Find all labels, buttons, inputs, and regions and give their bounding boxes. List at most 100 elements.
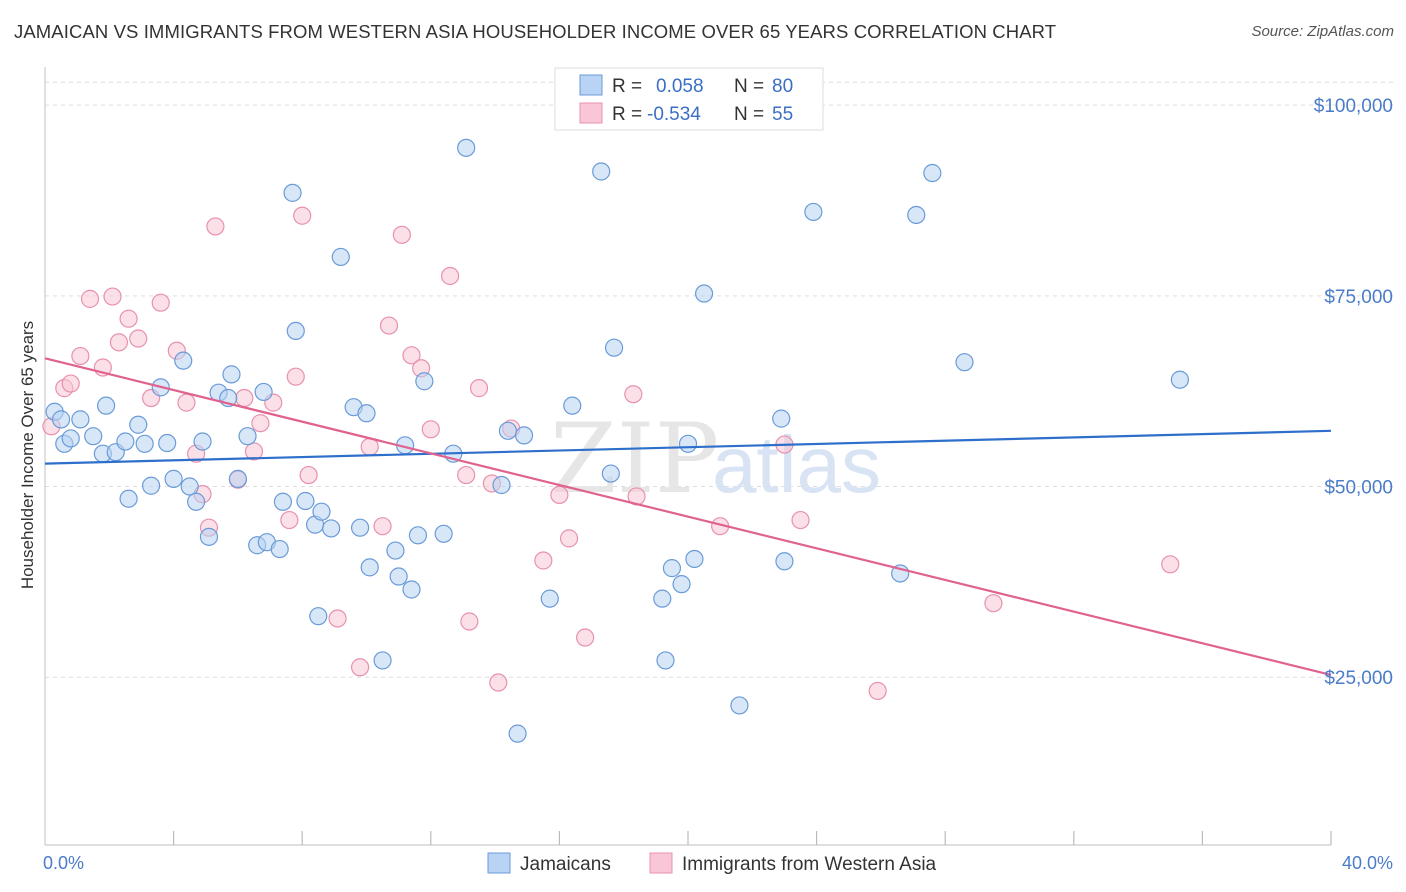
jamaicans-point xyxy=(389,567,408,586)
jamaicans-point xyxy=(408,526,428,545)
western-asia-point xyxy=(576,628,595,647)
trend-lines xyxy=(44,357,1332,676)
bottom-legend-swatch-western-asia xyxy=(649,852,673,874)
jamaicans-point xyxy=(164,469,183,488)
western-asia-point xyxy=(460,612,479,631)
jamaicans-point xyxy=(498,421,518,440)
jamaicans-point xyxy=(360,558,379,577)
jamaicans-point xyxy=(116,432,135,451)
y-tick-label: $75,000 xyxy=(1324,287,1393,308)
jamaicans-point xyxy=(51,410,71,429)
jamaicans-point xyxy=(685,549,704,569)
jamaicans-point xyxy=(61,429,80,448)
jamaicans-point xyxy=(653,589,672,608)
jamaicans-point xyxy=(84,427,103,446)
legend-n-value-pink: 55 xyxy=(772,104,793,125)
western-asia-point xyxy=(71,346,90,366)
source-credit: Source: ZipAtlas.com xyxy=(1251,23,1394,40)
jamaicans-point xyxy=(312,502,331,521)
western-asia-point xyxy=(109,333,129,352)
x-tick-label-min: 0.0% xyxy=(43,853,84,873)
y-tick-labels: $25,000 $50,000 $75,000 $100,000 xyxy=(1314,96,1393,689)
x-tick-label-max: 40.0% xyxy=(1342,853,1393,873)
jamaicans-point xyxy=(322,519,341,538)
western-asia-point xyxy=(373,517,392,536)
western-asia-point xyxy=(280,510,299,530)
series-jamaicans-points xyxy=(45,138,1189,743)
jamaicans-point xyxy=(1170,370,1189,389)
jamaicans-point xyxy=(141,476,161,495)
jamaicans-point xyxy=(286,321,305,341)
western-asia-point xyxy=(80,289,100,308)
series-western-asia-points xyxy=(42,206,1180,701)
chart-title: JAMAICAN VS IMMIGRANTS FROM WESTERN ASIA… xyxy=(14,21,1057,42)
jamaicans-point xyxy=(402,580,421,599)
jamaicans-point xyxy=(563,396,582,415)
jamaicans-point xyxy=(254,382,273,402)
grid-lines xyxy=(45,81,1393,678)
western-asia-point xyxy=(61,374,80,393)
jamaicans-point xyxy=(357,404,376,423)
correlation-legend: R = 0.058 N = 80 R = -0.534 N = 55 xyxy=(554,67,824,131)
jamaicans-point xyxy=(592,162,611,181)
western-asia-point xyxy=(177,393,196,412)
jamaicans-point xyxy=(238,427,257,446)
jamaicans-point xyxy=(180,477,199,496)
legend-n-label-pink: N = xyxy=(734,104,764,125)
western-asia-point xyxy=(984,594,1003,613)
western-asia-point xyxy=(868,681,887,701)
jamaicans-point xyxy=(678,434,698,453)
jamaicans-point xyxy=(273,492,293,511)
jamaicans-point xyxy=(96,396,116,415)
jamaicans-point xyxy=(804,202,823,222)
bottom-legend-swatch-jamaicans xyxy=(487,852,511,874)
jamaicans-point xyxy=(604,338,624,357)
jamaicans-point xyxy=(135,434,154,453)
western-asia-point xyxy=(791,510,810,530)
jamaicans-point xyxy=(350,518,370,537)
jamaicans-trend-line xyxy=(44,429,1332,465)
jamaicans-point xyxy=(508,724,527,743)
jamaicans-point xyxy=(119,489,138,508)
western-asia-point xyxy=(293,206,312,225)
western-asia-point xyxy=(119,309,138,328)
jamaicans-point xyxy=(907,205,926,225)
western-asia-point xyxy=(244,442,264,461)
jamaicans-point xyxy=(601,464,620,483)
x-axis-ticks xyxy=(173,831,1332,845)
western-asia-point xyxy=(469,379,489,398)
jamaicans-point xyxy=(730,696,749,715)
legend-r-label-blue: R = xyxy=(612,76,642,97)
series-legend: Jamaicans Immigrants from Western Asia xyxy=(487,852,937,875)
legend-r-value-pink: -0.534 xyxy=(647,104,701,125)
western-asia-point xyxy=(286,367,305,386)
jamaicans-point xyxy=(694,284,714,303)
jamaicans-point xyxy=(331,247,350,267)
jamaicans-point xyxy=(434,524,453,543)
legend-r-label-pink: R = xyxy=(612,104,642,125)
y-axis-label: Householder Income Over 65 years xyxy=(18,321,37,589)
jamaicans-point xyxy=(309,607,328,626)
western-asia-point xyxy=(392,225,411,244)
western-asia-point xyxy=(550,485,569,504)
y-tick-label: $25,000 xyxy=(1324,668,1393,689)
jamaicans-point xyxy=(457,138,476,157)
jamaicans-point xyxy=(775,552,794,571)
western-asia-point xyxy=(328,609,347,628)
jamaicans-point xyxy=(415,372,434,391)
jamaicans-point xyxy=(174,351,193,370)
jamaicans-point xyxy=(283,183,302,202)
jamaicans-point xyxy=(662,559,682,578)
western-asia-point xyxy=(457,465,476,485)
western-asia-point xyxy=(350,658,370,677)
jamaicans-point xyxy=(540,589,559,608)
jamaicans-point xyxy=(296,491,315,511)
y-tick-label: $50,000 xyxy=(1324,478,1393,499)
jamaicans-point xyxy=(386,541,405,560)
jamaicans-point xyxy=(158,433,177,453)
jamaicans-point xyxy=(199,527,219,546)
western-asia-point xyxy=(489,673,508,692)
legend-swatch-blue xyxy=(579,74,603,96)
western-asia-point xyxy=(534,551,553,570)
western-asia-trend-line xyxy=(44,357,1332,676)
